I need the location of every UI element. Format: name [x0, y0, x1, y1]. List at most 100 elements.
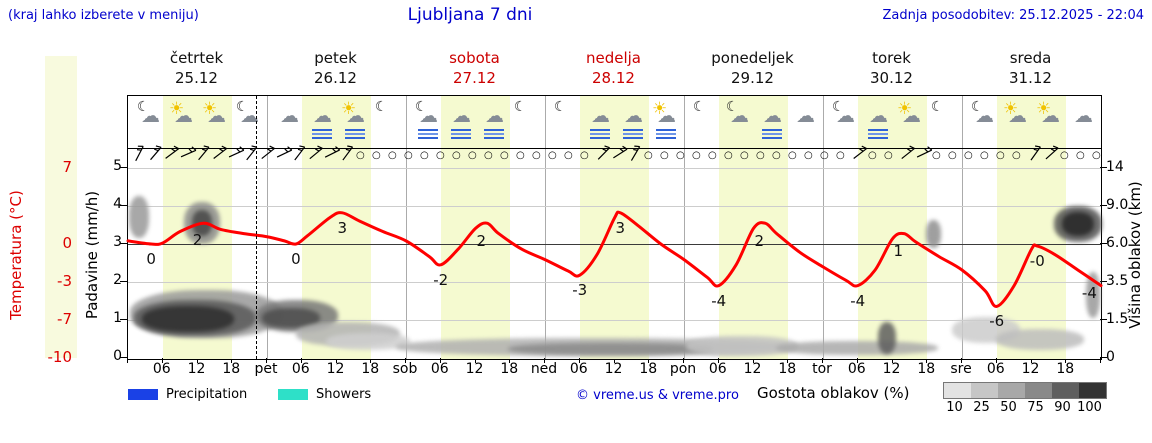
grayscale-segment [1052, 383, 1079, 398]
gridline [128, 320, 1101, 321]
rain-cloud-icon: ☁ [586, 100, 616, 142]
axis-tick-mark [995, 358, 997, 363]
axis-tick-mark [891, 358, 893, 363]
grayscale-segment [971, 383, 998, 398]
temp-axis-strip [45, 56, 77, 358]
day-boundary-line [684, 96, 685, 359]
cloud-tick-label: 9.0 [1106, 197, 1129, 213]
temp-value-label: -0 [1029, 252, 1045, 271]
calm-wind-icon: ○ [404, 150, 413, 161]
cloud-icon: ☁ [280, 105, 299, 127]
page-title: Ljubljana 7 dni [407, 5, 533, 25]
precip-tick-label: 0 [113, 348, 122, 364]
temp-value-label: -4 [711, 291, 727, 310]
calm-wind-icon: ○ [772, 150, 781, 161]
calm-wind-icon: ○ [932, 150, 941, 161]
x-axis-label: 18 [361, 361, 380, 377]
x-axis-label: 18 [222, 361, 241, 377]
day-date: 27.12 [453, 69, 496, 87]
axis-tick-mark [856, 358, 858, 363]
x-axis-label: 06 [986, 361, 1005, 377]
wind-barb-icon [290, 144, 309, 166]
axis-tick-mark [822, 358, 823, 363]
cloud-icon: ☁ [657, 105, 676, 127]
axis-tick-mark [544, 358, 545, 363]
cloud-icon: ☁ [836, 105, 855, 127]
x-axis-label: 12 [1021, 361, 1040, 377]
rain-cloud-icon: ☁ [758, 100, 788, 142]
axis-tick-mark [120, 357, 127, 358]
moon-cloud-icon: ☾ ☁ [831, 100, 861, 142]
day-header: torek 30.12 [822, 48, 961, 88]
cloud-tick-label: 1.5 [1106, 311, 1129, 327]
x-axis-label: 06 [569, 361, 588, 377]
temp-tick-label: 7 [62, 158, 72, 176]
axis-tick-mark [613, 358, 615, 363]
cloud-icon: ☁ [1069, 100, 1099, 142]
axis-tick-mark [683, 358, 684, 363]
cloud-icon: ☁ [791, 100, 821, 142]
axis-tick-mark [231, 358, 233, 363]
day-date: 26.12 [314, 69, 357, 87]
temp-value-label: 3 [337, 218, 348, 237]
grayscale-segment [944, 383, 971, 398]
axis-tick-mark [1100, 319, 1107, 320]
temp-tick-label: -10 [47, 348, 73, 366]
cloud-shade [129, 196, 149, 238]
cloud-icon: ☁ [240, 105, 259, 127]
wind-barb-icon [913, 143, 934, 167]
wind-barb-icon [147, 144, 165, 166]
sun-icon: ☀ [202, 99, 218, 119]
wind-barb-icon [1026, 144, 1046, 167]
daylight-band [857, 96, 928, 359]
rain-cloud-icon: ☁ [480, 100, 510, 142]
temp-value-label: -3 [572, 281, 588, 300]
sun-icon: ☀ [1003, 99, 1019, 119]
x-axis-label: 18 [917, 361, 936, 377]
temperature-curve [126, 210, 1103, 308]
cloud-icon: ☁ [730, 105, 749, 127]
x-axis-label: 12 [604, 361, 623, 377]
rain-icon [762, 129, 782, 141]
day-date: 25.12 [175, 69, 218, 87]
moon-icon: ☾ [726, 99, 739, 115]
calm-wind-icon: ○ [804, 150, 813, 161]
moon-icon: ☾ [930, 100, 960, 142]
x-axis-label: 12 [465, 361, 484, 377]
axis-tick-mark [196, 358, 198, 363]
moon-icon: ☾ [513, 100, 543, 142]
calm-wind-icon: ○ [500, 150, 509, 161]
cloud-icon: ☁ [275, 100, 305, 142]
temp-value-label: -6 [989, 312, 1005, 331]
cloud-shade [926, 220, 941, 248]
calm-wind-icon: ○ [452, 150, 461, 161]
precipitation-swatch [128, 389, 158, 400]
precip-tick-label: 5 [113, 158, 122, 174]
axis-tick-mark [300, 358, 302, 363]
moon-icon: ☾ [415, 99, 428, 115]
calm-wind-icon: ○ [580, 150, 589, 161]
temp-value-label: -4 [850, 291, 866, 310]
x-axis-label: 18 [500, 361, 519, 377]
x-axis-label: pet [254, 361, 278, 377]
cloud-tick-label: 0 [1106, 349, 1115, 365]
cloud-density-scale-labels: 10 25 50 75 90 100 [941, 400, 1103, 415]
temp-value-label: 0 [291, 250, 301, 268]
precip-tick-label: 1 [113, 310, 122, 326]
cloud-icon: ☁ [902, 105, 921, 127]
moon-icon: ☾ [236, 99, 249, 115]
axis-tick-mark [1100, 167, 1107, 168]
cloud-icon: ☁ [313, 105, 332, 127]
calm-wind-icon: ○ [708, 150, 717, 161]
calm-wind-icon: ○ [660, 150, 669, 161]
wind-barb-icon [163, 144, 181, 166]
credit-links[interactable]: © vreme.us & vreme.pro [576, 388, 739, 403]
calm-wind-icon: ○ [436, 150, 445, 161]
sun-cloud-icon: ☀ ☁ [1003, 100, 1033, 142]
axis-tick-mark [787, 358, 789, 363]
wind-barb-icon [307, 145, 324, 166]
x-axis-label: 18 [639, 361, 658, 377]
calm-wind-icon: ○ [836, 150, 845, 161]
axis-tick-mark [474, 358, 476, 363]
